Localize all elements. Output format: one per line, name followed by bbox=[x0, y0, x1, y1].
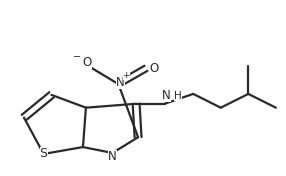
Text: O: O bbox=[82, 56, 92, 69]
Text: −: − bbox=[73, 52, 81, 61]
Text: O: O bbox=[149, 62, 158, 75]
Text: N: N bbox=[108, 150, 117, 163]
Text: N: N bbox=[116, 76, 125, 89]
Text: +: + bbox=[122, 71, 130, 80]
Text: H: H bbox=[174, 91, 182, 101]
Text: S: S bbox=[39, 147, 47, 161]
Text: N: N bbox=[162, 89, 171, 102]
